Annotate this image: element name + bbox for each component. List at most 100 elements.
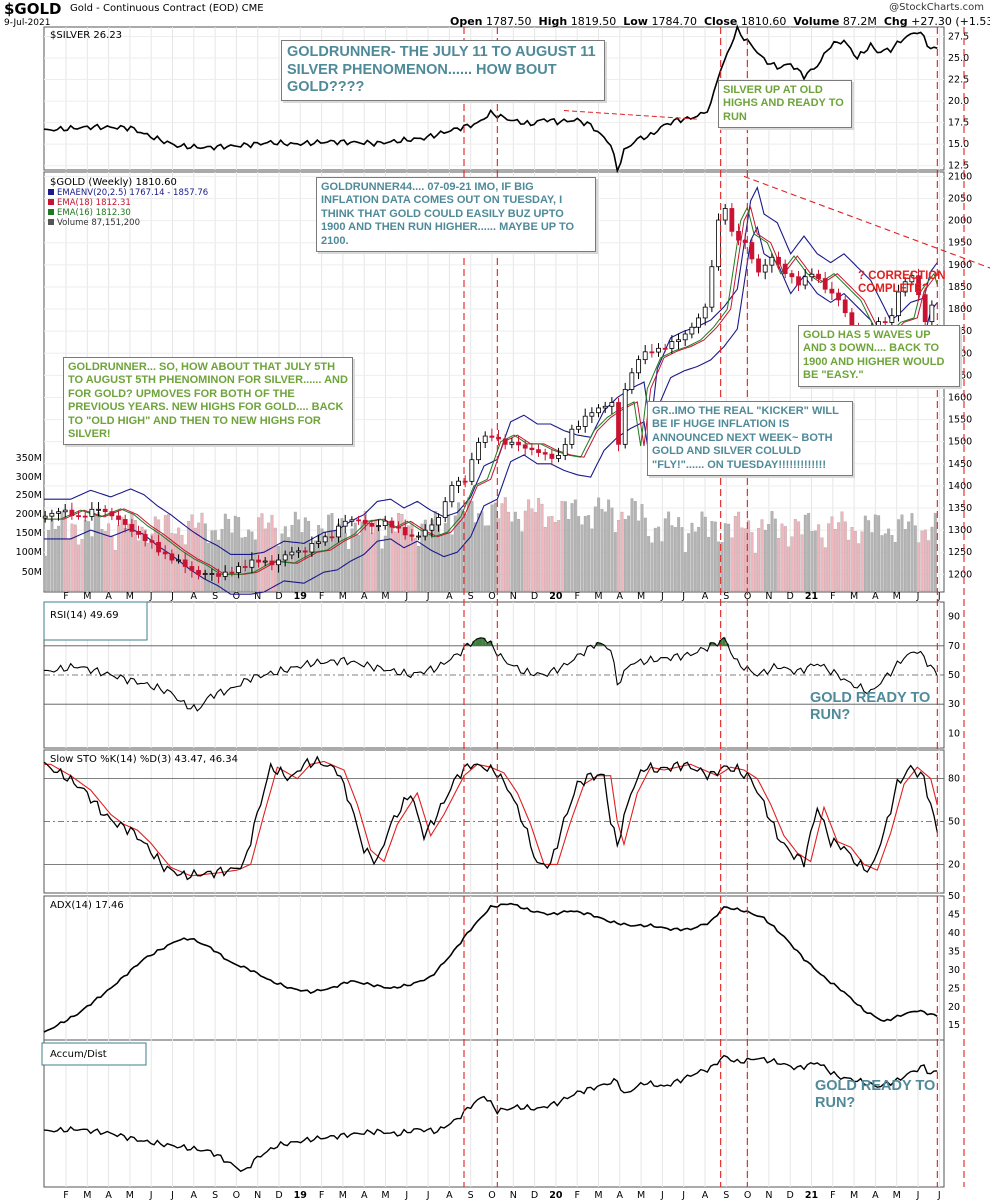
stockcharts-watermark: @StockCharts.com — [889, 2, 984, 13]
rsi-line — [44, 636, 938, 712]
volume-bar — [110, 535, 114, 592]
rsi-y-tick: 50 — [948, 670, 960, 681]
candle-body — [642, 351, 648, 361]
volume-bar — [490, 504, 494, 592]
candle-body — [89, 508, 95, 517]
gold-panel-title: $GOLD (Weekly) 1810.60 — [50, 177, 177, 188]
gold-legend-entry: EMA(18) 1812.31 — [57, 198, 131, 208]
volume-bar — [543, 526, 547, 592]
volume-bar — [343, 532, 347, 592]
silver-y-tick: 15.0 — [948, 139, 969, 150]
volume-bar — [817, 524, 821, 592]
volume-bar — [473, 522, 477, 592]
x-tick-label-bottom: J — [170, 1190, 174, 1201]
candle-body — [56, 511, 61, 514]
candle-body — [496, 436, 501, 440]
volume-bar — [53, 529, 57, 592]
x-tick-label-bottom: S — [212, 1190, 218, 1201]
x-tick-label-gold: J — [681, 591, 685, 602]
candle-body — [842, 299, 848, 314]
gold-y-tick: 1350 — [948, 503, 972, 514]
candle-body — [296, 550, 301, 553]
volume-bar — [220, 529, 224, 592]
candle-body — [562, 444, 568, 456]
volume-bar — [633, 501, 637, 592]
volume-bar — [467, 497, 471, 592]
volume-bar — [870, 532, 874, 592]
volume-bar — [880, 535, 884, 592]
candle-body — [482, 435, 488, 443]
gold-y-tick: 2050 — [948, 194, 972, 205]
volume-bar — [917, 542, 921, 592]
x-tick-label-gold: N — [254, 591, 261, 602]
x-tick-label-bottom: 20 — [549, 1190, 563, 1201]
candle-body — [96, 508, 101, 511]
sto-k-line — [43, 755, 938, 881]
candle-body — [696, 317, 701, 328]
candle-body — [62, 509, 68, 513]
volume-bar — [853, 531, 857, 592]
volume-bar — [790, 536, 794, 592]
volume-bar — [647, 536, 651, 592]
candle-body — [276, 559, 281, 566]
x-tick-label-gold: D — [787, 591, 794, 602]
volume-bar — [400, 514, 404, 592]
candle-body — [229, 571, 235, 574]
candle-body — [449, 485, 455, 503]
volume-bar — [390, 526, 394, 592]
volume-bar — [603, 511, 607, 592]
rsi-title-box — [43, 601, 148, 641]
x-tick-label-gold: M — [126, 591, 134, 602]
candle-body — [316, 541, 321, 544]
candle-body — [149, 540, 155, 543]
volume-bar — [357, 535, 361, 592]
rsi-panel-title: RSI(14) 49.69 — [50, 610, 119, 621]
candle-body — [762, 264, 768, 273]
candle-body — [76, 515, 81, 518]
volume-bar — [833, 529, 837, 592]
volume-bar — [677, 517, 681, 592]
legend-swatch — [48, 209, 54, 215]
candle-body — [756, 258, 761, 273]
candle-body — [102, 508, 108, 513]
candle-body — [402, 527, 408, 536]
candle-body — [256, 559, 261, 563]
volume-axis-label: 150M — [16, 528, 42, 539]
volume-bar — [497, 518, 501, 592]
candle-body — [549, 453, 555, 459]
annotation-correction-complete: ? CORRECTION COMPLETE? — [858, 270, 946, 296]
volume-bar — [147, 543, 151, 592]
volume-bar — [683, 552, 687, 592]
candle-body — [729, 208, 735, 232]
volume-bar — [703, 516, 707, 592]
volume-bar — [380, 548, 384, 592]
x-tick-label-gold: S — [212, 591, 218, 602]
volume-bar — [613, 532, 617, 592]
silver-y-tick: 20.0 — [948, 96, 969, 107]
x-tick-label-bottom: A — [872, 1190, 879, 1201]
candle-body — [676, 339, 681, 343]
x-tick-label-gold: 19 — [294, 591, 307, 602]
ema-18-line — [44, 205, 938, 575]
volume-bar — [523, 510, 527, 592]
volume-bar — [793, 519, 797, 592]
volume-bar — [667, 511, 671, 592]
x-tick-label-bottom: J — [149, 1190, 153, 1201]
candle-body — [916, 275, 921, 296]
x-tick-label-bottom: 19 — [294, 1190, 307, 1201]
volume-bar — [420, 523, 424, 592]
silver-y-tick: 25.0 — [948, 53, 969, 64]
x-tick-label-bottom: J — [426, 1190, 430, 1201]
x-tick-label-gold: S — [723, 591, 729, 602]
gold-y-tick: 1500 — [948, 437, 972, 448]
volume-axis-label: 250M — [16, 490, 42, 501]
candle-body — [656, 347, 661, 353]
candle-body — [589, 412, 595, 417]
sto-y-tick: 50 — [948, 817, 960, 828]
panel-frame-silver — [43, 26, 945, 171]
adx-y-tick: 25 — [948, 983, 960, 994]
x-tick-label-bottom: M — [594, 1190, 602, 1201]
volume-bar — [717, 541, 721, 592]
volume-bar — [317, 525, 321, 592]
volume-bar — [377, 525, 381, 592]
